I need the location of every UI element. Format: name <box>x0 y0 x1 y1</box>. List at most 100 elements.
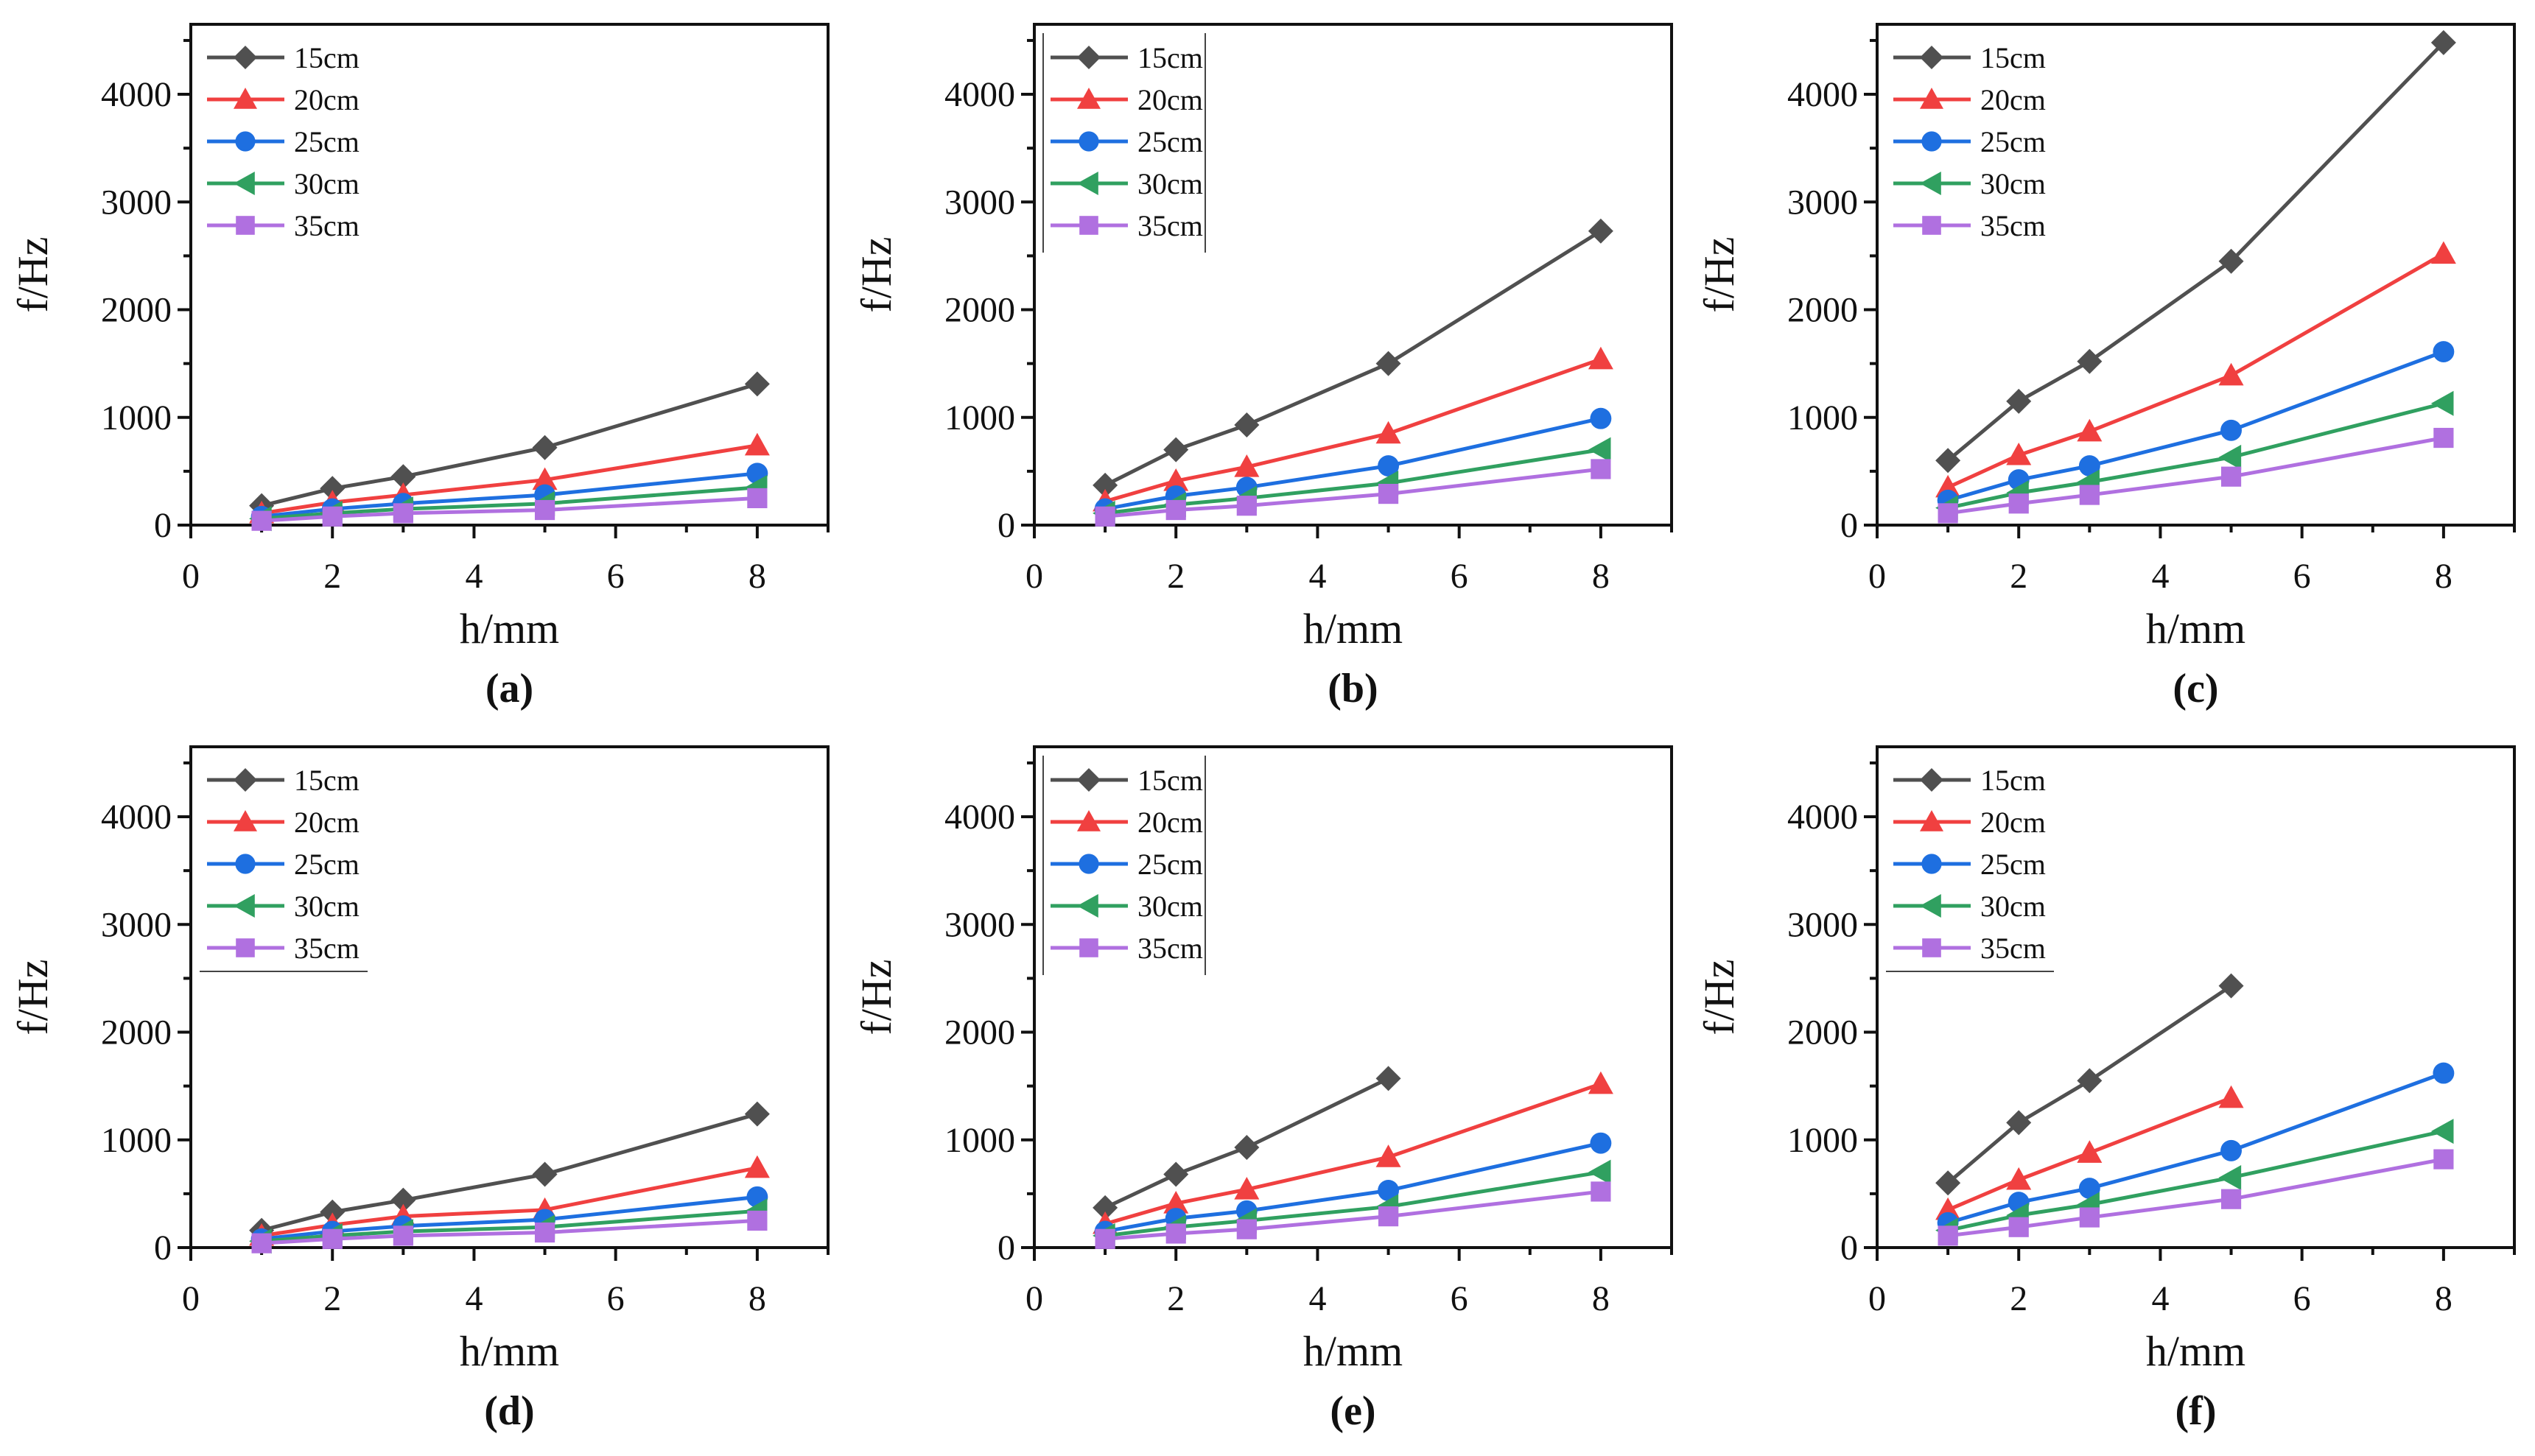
data-point-15cm <box>390 1187 416 1213</box>
data-point-35cm <box>251 1233 272 1253</box>
y-tick-label: 4000 <box>1787 798 1858 837</box>
data-point-20cm <box>2077 418 2103 442</box>
data-point-15cm <box>1375 351 1401 376</box>
plot-frame <box>1876 23 2516 527</box>
data-point-15cm <box>1234 412 1260 437</box>
data-point-20cm <box>2006 1167 2032 1190</box>
data-point-35cm <box>1095 506 1115 527</box>
data-point-15cm <box>1093 472 1118 498</box>
data-point-15cm <box>1234 1135 1260 1160</box>
panel-label: (b) <box>1328 666 1378 711</box>
data-point-35cm <box>251 510 272 531</box>
y-axis-title: f/Hz <box>852 959 900 1035</box>
chart-panel: 0 1000 2000 3000 4000 0 2 4 6 8 h/mm f/Hz (b) 15cm 20c… <box>852 23 1673 711</box>
x-tick-label: 0 <box>182 1279 200 1318</box>
legend-marker <box>1922 216 1941 235</box>
data-point-20cm <box>2218 1085 2244 1108</box>
data-point-20cm <box>2006 442 2032 465</box>
y-tick-label: 1000 <box>101 1121 172 1160</box>
x-tick-label: 8 <box>748 557 766 596</box>
chart-panel: 0 1000 2000 3000 4000 0 2 4 6 8 h/mm f/Hz (a) 15cm 20c… <box>9 23 830 711</box>
y-tick-label: 0 <box>1840 1228 1858 1267</box>
legend-label: 35cm <box>1980 209 2046 242</box>
y-tick-label: 2000 <box>1787 1013 1858 1052</box>
data-point-35cm <box>2008 1217 2029 1237</box>
data-point-30cm <box>2218 1164 2242 1190</box>
legend-marker <box>234 810 257 831</box>
x-tick-label: 0 <box>182 557 200 596</box>
data-point-30cm <box>1588 437 1611 463</box>
plot-frame <box>189 745 830 1249</box>
legend-label: 25cm <box>294 125 360 158</box>
chart-panel: 0 1000 2000 3000 4000 0 2 4 6 8 h/mm f/Hz (e) 15cm 20c… <box>852 745 1673 1434</box>
data-point-15cm <box>1163 437 1189 463</box>
data-point-25cm <box>2433 1062 2455 1084</box>
legend-label: 25cm <box>1980 125 2046 158</box>
y-tick-label: 4000 <box>101 798 172 837</box>
x-tick-label: 2 <box>1167 557 1185 596</box>
data-point-35cm <box>1165 499 1186 521</box>
y-axis-title: f/Hz <box>9 959 57 1035</box>
data-point-25cm <box>2078 1178 2100 1200</box>
data-point-15cm <box>1375 1066 1401 1091</box>
x-tick-label: 8 <box>2435 1279 2452 1318</box>
data-point-15cm <box>1093 1195 1118 1220</box>
data-point-35cm <box>393 503 413 524</box>
y-tick-label: 2000 <box>944 291 1015 330</box>
y-tick-label: 3000 <box>101 183 172 222</box>
data-point-35cm <box>534 499 555 521</box>
y-tick-label: 1000 <box>101 398 172 437</box>
y-tick-label: 2000 <box>101 291 172 330</box>
panel-label: (e) <box>1330 1388 1375 1434</box>
chart-panel: 0 1000 2000 3000 4000 0 2 4 6 8 h/mm f/Hz (d) 15cm 20c… <box>9 745 830 1434</box>
legend-label: 15cm <box>294 41 360 74</box>
legend-label: 20cm <box>294 83 360 116</box>
series-line-20cm <box>1947 1096 2232 1212</box>
legend-marker <box>234 894 255 918</box>
data-point-15cm <box>2218 973 2244 999</box>
x-tick-label: 4 <box>2151 1279 2169 1318</box>
legend-label: 35cm <box>1980 932 2046 965</box>
data-point-20cm <box>2077 1140 2103 1163</box>
x-tick-label: 2 <box>323 557 341 596</box>
y-tick-label: 3000 <box>1787 905 1858 944</box>
data-point-35cm <box>1591 1181 1611 1202</box>
panel-label: (d) <box>484 1388 534 1434</box>
plot-frame <box>1033 745 1673 1249</box>
legend-label: 30cm <box>1980 890 2046 923</box>
y-tick-label: 1000 <box>944 398 1015 437</box>
legend-label: 15cm <box>1980 764 2046 797</box>
legend-marker <box>1920 810 1943 831</box>
data-point-15cm <box>532 435 558 460</box>
legend-marker <box>235 854 256 874</box>
data-point-15cm <box>1163 1161 1189 1187</box>
y-tick-label: 4000 <box>944 798 1015 837</box>
x-tick-label: 2 <box>1167 1279 1185 1318</box>
y-axis-title: f/Hz <box>1695 959 1743 1035</box>
x-tick-label: 8 <box>1592 557 1610 596</box>
x-tick-label: 8 <box>748 1279 766 1318</box>
legend-marker <box>1920 88 1943 109</box>
y-tick-label: 3000 <box>1787 183 1858 222</box>
data-point-35cm <box>1095 1228 1115 1249</box>
legend-marker <box>234 88 257 109</box>
x-tick-label: 6 <box>1451 1279 1468 1318</box>
legend-marker <box>1077 172 1098 195</box>
data-point-35cm <box>322 506 343 527</box>
data-point-20cm <box>1588 346 1613 370</box>
legend-marker <box>1920 894 1941 918</box>
legend-label: 20cm <box>294 806 360 839</box>
data-point-25cm <box>1378 455 1400 477</box>
x-tick-label: 8 <box>1592 1279 1610 1318</box>
y-tick-label: 1000 <box>1787 1121 1858 1160</box>
legend-marker <box>234 172 255 195</box>
data-point-20cm <box>1375 1144 1401 1167</box>
data-point-25cm <box>1378 1180 1400 1201</box>
x-tick-label: 4 <box>465 1279 483 1318</box>
data-point-20cm <box>1588 1071 1613 1094</box>
legend-marker <box>236 216 255 235</box>
legend-label: 25cm <box>294 848 360 881</box>
data-point-35cm <box>1378 483 1399 504</box>
y-tick-label: 2000 <box>1787 291 1858 330</box>
